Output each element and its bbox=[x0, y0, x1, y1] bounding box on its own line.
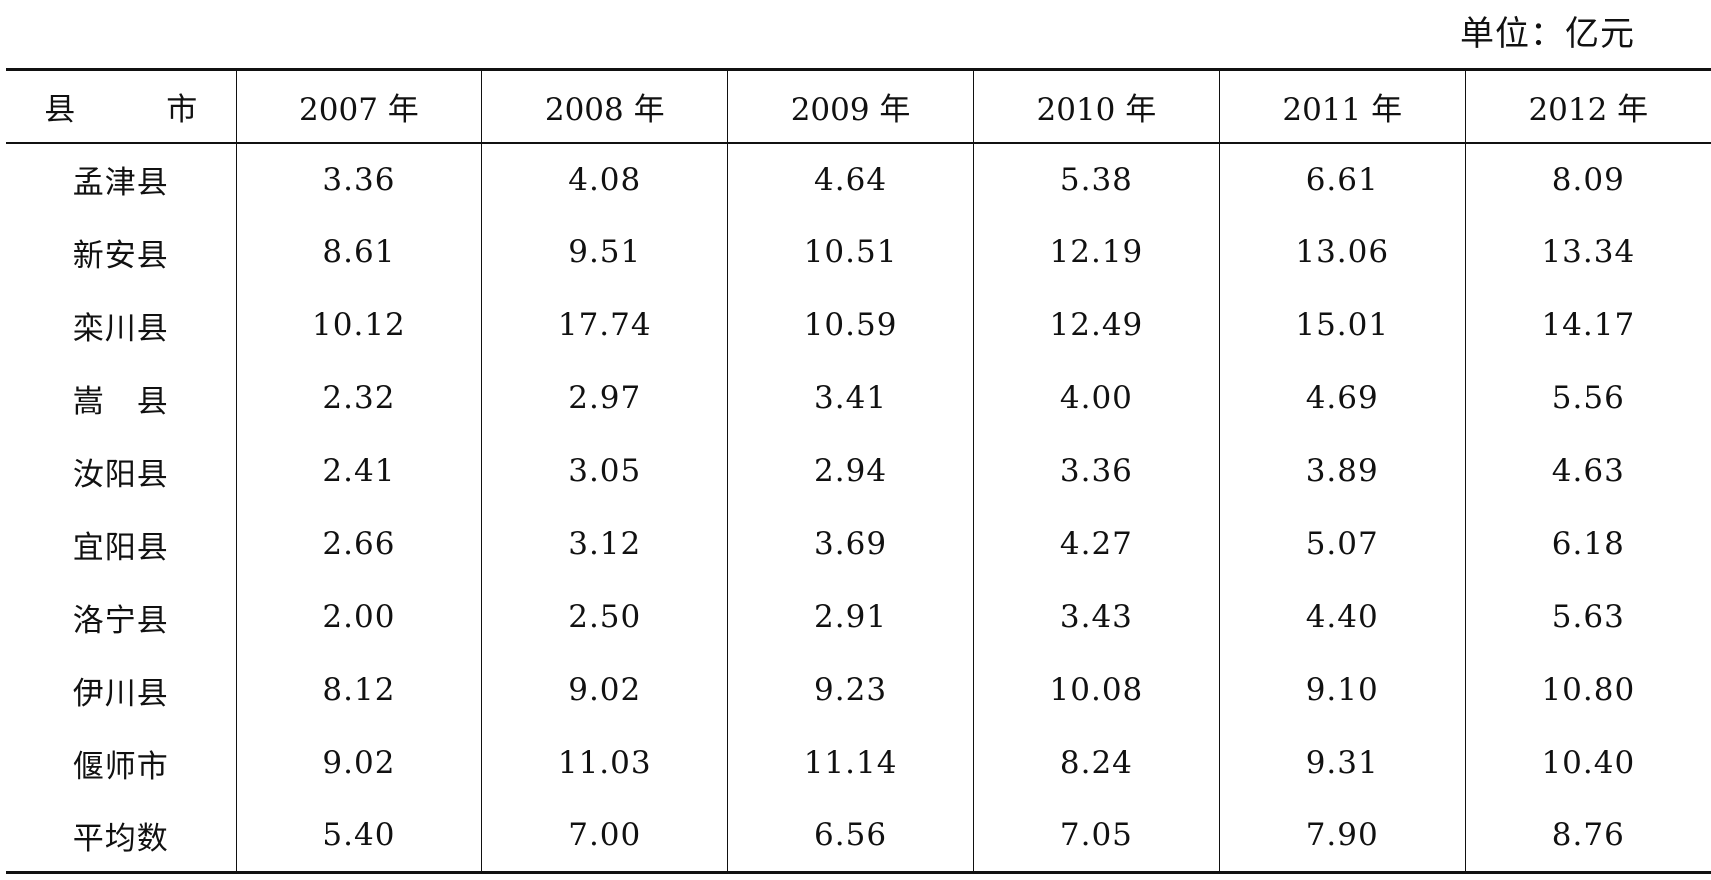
table-cell: 12.49 bbox=[972, 288, 1220, 362]
table-cell: 8.24 bbox=[972, 726, 1220, 800]
table-cell: 3.69 bbox=[727, 507, 974, 581]
header-2012: 2012 年 bbox=[1464, 68, 1711, 144]
table-cell: 11.03 bbox=[481, 726, 728, 800]
table-cell: 12.19 bbox=[972, 215, 1220, 289]
unit-label: 单位：亿元 bbox=[1460, 14, 1635, 54]
data-table: 县 市 2007 年 2008 年 2009 年 2010 年 2011 年 2… bbox=[6, 68, 1711, 874]
row-label: 孟津县 bbox=[72, 165, 169, 201]
table-row: 伊川县 8.12 9.02 9.23 10.08 9.10 10.80 bbox=[6, 653, 1711, 727]
table-cell: 4.27 bbox=[972, 507, 1220, 581]
table-cell: 10.12 bbox=[235, 288, 482, 362]
table-row: 嵩 县 2.32 2.97 3.41 4.00 4.69 5.56 bbox=[6, 361, 1711, 435]
table-cell: 5.07 bbox=[1218, 507, 1466, 581]
table-cell: 8.76 bbox=[1464, 799, 1711, 874]
header-2011: 2011 年 bbox=[1218, 68, 1466, 144]
table-cell: 17.74 bbox=[481, 288, 728, 362]
table-cell: 15.01 bbox=[1218, 288, 1466, 362]
header-row: 县 市 2007 年 2008 年 2009 年 2010 年 2011 年 2… bbox=[6, 68, 1711, 144]
table-cell: 10.59 bbox=[727, 288, 974, 362]
header-2008: 2008 年 bbox=[481, 68, 728, 144]
table-row-average: 平均数 5.40 7.00 6.56 7.05 7.90 8.76 bbox=[6, 799, 1711, 874]
table-cell: 10.80 bbox=[1464, 653, 1711, 727]
row-label: 平均数 bbox=[6, 799, 236, 874]
row-label: 洛宁县 bbox=[72, 602, 169, 639]
row-label: 汝阳县 bbox=[72, 456, 169, 493]
table-cell: 10.51 bbox=[727, 215, 974, 289]
row-label: 伊川县 bbox=[72, 675, 169, 712]
table-cell: 9.31 bbox=[1218, 726, 1466, 800]
data-table-container: 县 市 2007 年 2008 年 2009 年 2010 年 2011 年 2… bbox=[6, 68, 1711, 874]
table-cell: 7.00 bbox=[481, 799, 728, 874]
table-cell: 5.56 bbox=[1464, 361, 1711, 435]
table-cell: 5.40 bbox=[235, 799, 482, 874]
table-cell: 7.05 bbox=[972, 799, 1220, 874]
header-2009: 2009 年 bbox=[727, 68, 974, 144]
table-cell: 3.12 bbox=[481, 507, 728, 581]
table-cell: 9.02 bbox=[481, 653, 728, 727]
table-cell: 2.94 bbox=[727, 434, 974, 508]
table-body: 孟津县 3.36 4.08 4.64 5.38 6.61 8.09 新安县 8.… bbox=[6, 142, 1711, 874]
table-cell: 3.43 bbox=[972, 580, 1220, 654]
table-row: 宜阳县 2.66 3.12 3.69 4.27 5.07 6.18 bbox=[6, 507, 1711, 581]
table-header: 县 市 2007 年 2008 年 2009 年 2010 年 2011 年 2… bbox=[6, 68, 1711, 144]
table-cell: 8.09 bbox=[1464, 142, 1711, 216]
table-cell: 9.51 bbox=[481, 215, 728, 289]
row-label: 新安县 bbox=[72, 237, 169, 274]
table-cell: 4.40 bbox=[1218, 580, 1466, 654]
table-cell: 14.17 bbox=[1464, 288, 1711, 362]
table-cell: 9.23 bbox=[727, 653, 974, 727]
row-label: 偃师市 bbox=[72, 748, 169, 785]
table-cell: 4.69 bbox=[1218, 361, 1466, 435]
table-cell: 10.40 bbox=[1464, 726, 1711, 800]
table-cell: 4.63 bbox=[1464, 434, 1711, 508]
table-cell: 3.89 bbox=[1218, 434, 1466, 508]
table-cell: 3.36 bbox=[972, 434, 1220, 508]
table-cell: 4.64 bbox=[727, 142, 974, 216]
table-cell: 6.61 bbox=[1218, 142, 1466, 216]
table-cell: 3.05 bbox=[481, 434, 728, 508]
table-cell: 5.63 bbox=[1464, 580, 1711, 654]
table-cell: 8.12 bbox=[235, 653, 482, 727]
table-cell: 5.38 bbox=[972, 142, 1220, 216]
table-cell: 10.08 bbox=[972, 653, 1220, 727]
row-label: 嵩 县 bbox=[72, 383, 169, 420]
table-row: 新安县 8.61 9.51 10.51 12.19 13.06 13.34 bbox=[6, 215, 1711, 289]
row-label: 栾川县 bbox=[72, 310, 169, 347]
table-row: 汝阳县 2.41 3.05 2.94 3.36 3.89 4.63 bbox=[6, 434, 1711, 508]
table-row: 栾川县 10.12 17.74 10.59 12.49 15.01 14.17 bbox=[6, 288, 1711, 362]
header-county: 县 市 bbox=[6, 68, 236, 144]
table-cell: 2.41 bbox=[235, 434, 482, 508]
table-cell: 3.36 bbox=[235, 142, 482, 216]
row-label: 宜阳县 bbox=[72, 529, 169, 566]
table-cell: 13.34 bbox=[1464, 215, 1711, 289]
table-cell: 9.10 bbox=[1218, 653, 1466, 727]
table-cell: 4.08 bbox=[481, 142, 728, 216]
table-cell: 13.06 bbox=[1218, 215, 1466, 289]
header-2007: 2007 年 bbox=[235, 68, 482, 144]
table-cell: 2.32 bbox=[235, 361, 482, 435]
table-cell: 2.00 bbox=[235, 580, 482, 654]
table-cell: 2.97 bbox=[481, 361, 728, 435]
table-row: 洛宁县 2.00 2.50 2.91 3.43 4.40 5.63 bbox=[6, 580, 1711, 654]
table-row: 孟津县 3.36 4.08 4.64 5.38 6.61 8.09 bbox=[6, 142, 1711, 216]
table-cell: 6.18 bbox=[1464, 507, 1711, 581]
table-cell: 6.56 bbox=[727, 799, 974, 874]
table-cell: 11.14 bbox=[727, 726, 974, 800]
table-cell: 2.50 bbox=[481, 580, 728, 654]
table-cell: 8.61 bbox=[235, 215, 482, 289]
header-2010: 2010 年 bbox=[972, 68, 1220, 144]
table-cell: 3.41 bbox=[727, 361, 974, 435]
table-cell: 7.90 bbox=[1218, 799, 1466, 874]
table-cell: 4.00 bbox=[972, 361, 1220, 435]
table-cell: 9.02 bbox=[235, 726, 482, 800]
table-cell: 2.66 bbox=[235, 507, 482, 581]
table-cell: 2.91 bbox=[727, 580, 974, 654]
table-row: 偃师市 9.02 11.03 11.14 8.24 9.31 10.40 bbox=[6, 726, 1711, 800]
